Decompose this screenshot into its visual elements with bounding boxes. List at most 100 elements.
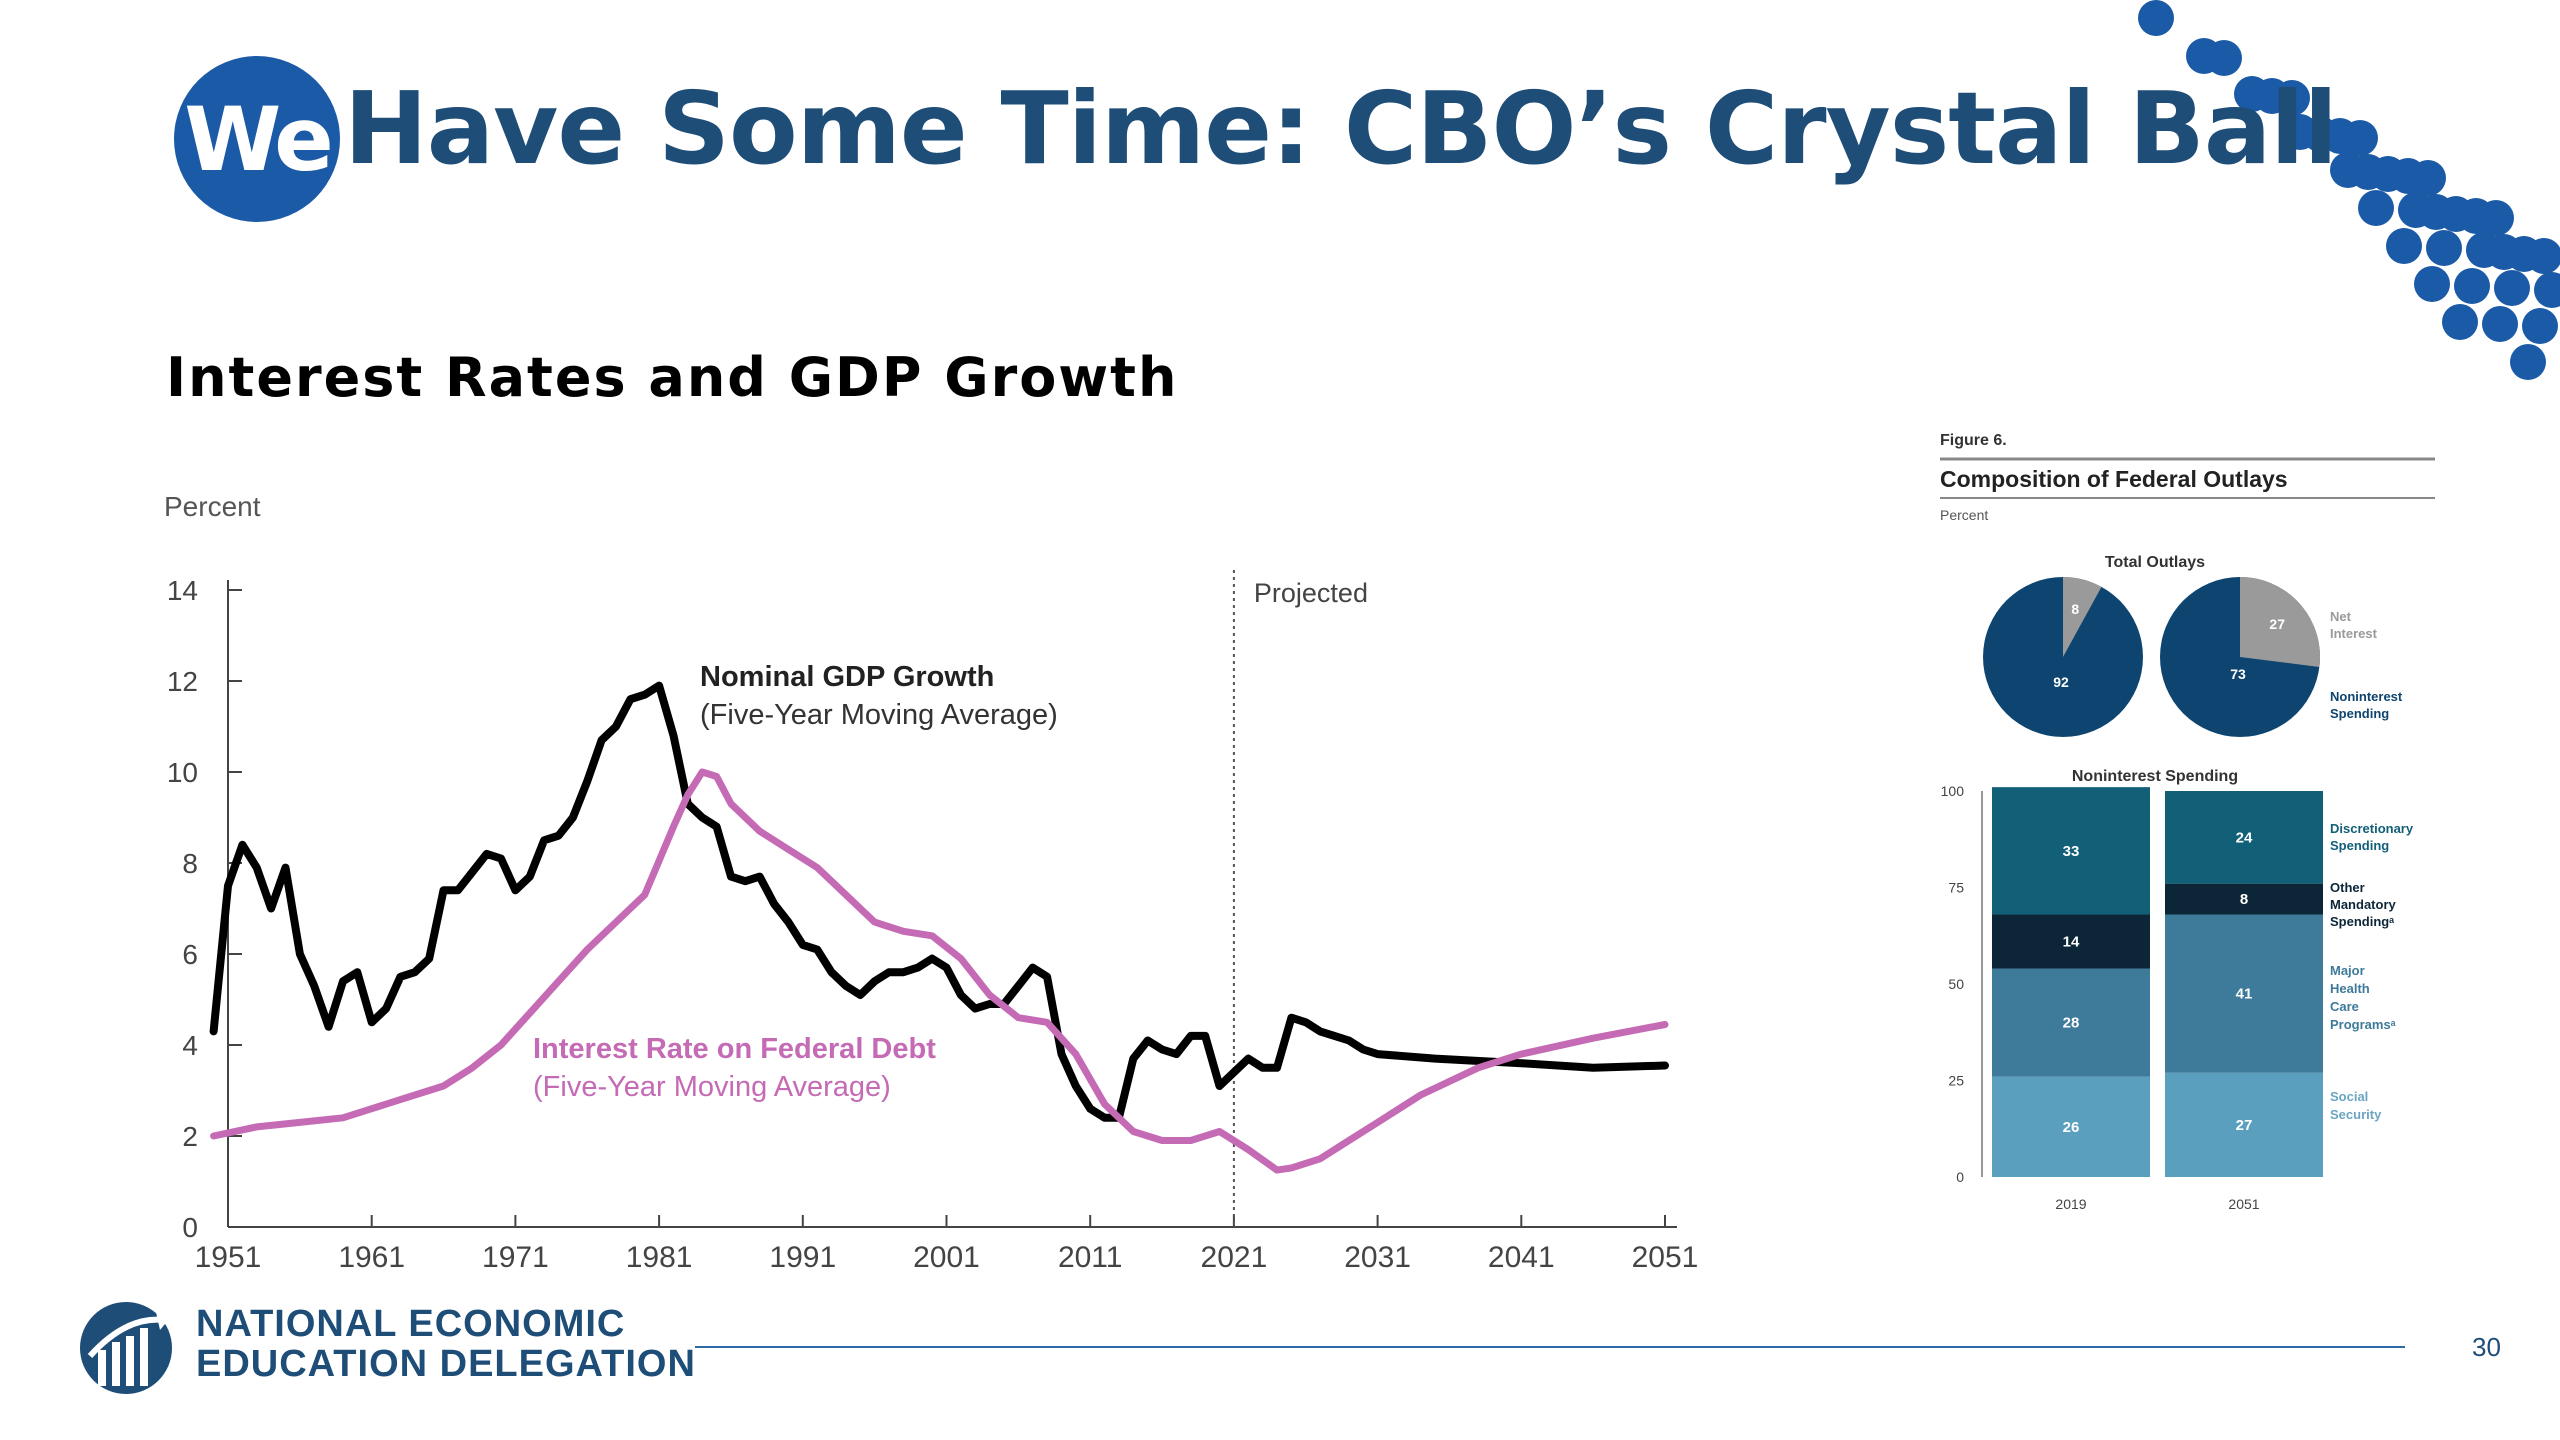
page-number: 30	[2472, 1332, 2501, 1362]
stacked-bar-segment	[1992, 914, 2150, 969]
bar-series-legend: Security	[2330, 1107, 2382, 1122]
figure-title: Composition of Federal Outlays	[1940, 466, 2288, 492]
y-tick-label: 14	[167, 575, 198, 606]
decor-dot	[2494, 270, 2530, 306]
we-badge-logo: We	[174, 56, 340, 222]
x-tick-label: 1961	[338, 1241, 405, 1274]
projection-label: Projected	[1254, 578, 1368, 608]
y-axis-label: Percent	[164, 491, 261, 522]
stacked-bar-segment	[2165, 791, 2323, 884]
bar-series-legend: Social	[2330, 1089, 2368, 1104]
interest-gdp-line-chart: Percent 0 2 4 6 8 10 12 14 1951 1961 1971 1981 1991 20…	[164, 491, 1699, 1274]
pie-noninterest-value: 73	[2230, 666, 2246, 682]
pie-net-interest-value: 8	[2071, 601, 2079, 617]
org-name-line1: NATIONAL ECONOMIC	[196, 1303, 626, 1345]
decor-dot	[2398, 192, 2434, 228]
stacked-bar-segment	[1992, 1076, 2150, 1177]
x-tick-label: 2001	[913, 1241, 980, 1274]
bar-series-legend: Other	[2330, 880, 2365, 895]
legend-noninterest: Spending	[2330, 706, 2389, 721]
x-tick-label: 1981	[626, 1241, 693, 1274]
stacked-bar-value: 27	[2236, 1117, 2253, 1134]
x-tick-label: 2051	[1632, 1241, 1699, 1274]
decor-dot	[2186, 38, 2222, 74]
need-logo-icon	[80, 1302, 172, 1394]
y-tick-label: 2	[182, 1121, 198, 1152]
stacked-bar-value: 33	[2063, 843, 2080, 860]
bar-y-tick-label: 75	[1948, 880, 1964, 896]
pie-net-interest-slice	[2063, 577, 2102, 657]
decor-dot	[2234, 76, 2270, 112]
x-tick-label: 1991	[769, 1241, 836, 1274]
stacked-bar-value: 26	[2063, 1119, 2080, 1136]
figure-number: Figure 6.	[1940, 432, 2007, 449]
decor-dot	[2466, 232, 2502, 268]
decorative-dot-pattern	[2138, 0, 2560, 380]
legend-net-interest: Net	[2330, 609, 2352, 624]
y-tick-label: 4	[182, 1030, 198, 1061]
stacked-bar-segment	[2165, 1072, 2323, 1177]
bar-category-label: 2019	[2055, 1196, 2086, 1212]
decor-dot	[2386, 228, 2422, 264]
y-tick-label: 10	[167, 757, 198, 788]
stacked-bar-value: 24	[2236, 829, 2253, 846]
bar-series-legend: Spending	[2330, 838, 2389, 853]
decor-dot	[2534, 272, 2560, 308]
interest-series-sublabel: (Five-Year Moving Average)	[533, 1071, 891, 1103]
stacked-bar-segment	[1992, 968, 2150, 1077]
bar-series-legend: Discretionary	[2330, 821, 2414, 836]
gdp-growth-line	[209, 681, 1669, 1122]
bar-category-label: 2051	[2228, 1196, 2259, 1212]
x-tick-label: 1971	[482, 1241, 549, 1274]
bar-series-legend: Health	[2330, 981, 2370, 996]
x-tick-label: 2021	[1201, 1241, 1268, 1274]
interest-rate-line	[210, 768, 1669, 1174]
pie-noninterest-value: 92	[2053, 674, 2069, 690]
decor-dot	[2358, 190, 2394, 226]
stacked-bar-value: 28	[2063, 1015, 2080, 1032]
y-tick-label: 12	[167, 666, 198, 697]
bar-series-legend: Programsᵃ	[2330, 1017, 2396, 1032]
stacked-bar-segment	[1992, 787, 2150, 915]
bar-series-legend: Major	[2330, 963, 2365, 978]
bar-y-tick-label: 0	[1956, 1169, 1964, 1185]
bar-series-legend: Care	[2330, 999, 2359, 1014]
bar-y-tick-label: 50	[1948, 976, 1964, 992]
stacked-bar-value: 41	[2236, 986, 2253, 1003]
bar-y-tick-label: 100	[1941, 783, 1965, 799]
decor-dot	[2414, 266, 2450, 302]
decor-dot	[2442, 304, 2478, 340]
decor-dot	[2426, 230, 2462, 266]
stacked-bar-segment	[2165, 883, 2323, 915]
decor-dot	[2330, 152, 2366, 188]
footer-divider	[695, 1346, 2405, 1348]
pie-section-title: Total Outlays	[2105, 554, 2205, 571]
legend-net-interest: Interest	[2330, 626, 2378, 641]
decor-dot	[2510, 344, 2546, 380]
stacked-bar-value: 14	[2063, 934, 2080, 951]
decor-dot	[2138, 0, 2174, 36]
x-tick-label: 2031	[1344, 1241, 1411, 1274]
pie-net-interest-value: 27	[2269, 616, 2285, 632]
gdp-series-sublabel: (Five-Year Moving Average)	[700, 699, 1058, 731]
bar-series-legend: Spendingᵃ	[2330, 914, 2394, 929]
stacked-bar-value: 8	[2240, 891, 2248, 908]
x-tick-label: 2011	[1058, 1241, 1123, 1274]
decor-dot	[2282, 114, 2318, 150]
decor-dot	[2454, 268, 2490, 304]
decor-dot	[2522, 308, 2558, 344]
federal-outlays-figure: Figure 6. Composition of Federal Outlays P…	[1940, 432, 2435, 1212]
y-tick-label: 0	[182, 1212, 198, 1243]
bar-series-legend: Mandatory	[2330, 897, 2397, 912]
y-tick-label: 8	[182, 848, 198, 879]
organization-name: NATIONAL ECONOMIC EDUCATION DELEGATION	[196, 1304, 696, 1384]
stacked-bar-segment	[2165, 914, 2323, 1073]
bar-section-title: Noninterest Spending	[2072, 768, 2238, 785]
figure-units: Percent	[1940, 507, 1988, 523]
x-tick-label: 1951	[195, 1241, 262, 1274]
gdp-series-label: Nominal GDP Growth	[700, 661, 994, 693]
chart-title: Interest Rates and GDP Growth	[166, 346, 1179, 409]
x-tick-label: 2041	[1488, 1241, 1555, 1274]
org-name-line2: EDUCATION DELEGATION	[196, 1343, 696, 1385]
legend-noninterest: Noninterest	[2330, 689, 2403, 704]
